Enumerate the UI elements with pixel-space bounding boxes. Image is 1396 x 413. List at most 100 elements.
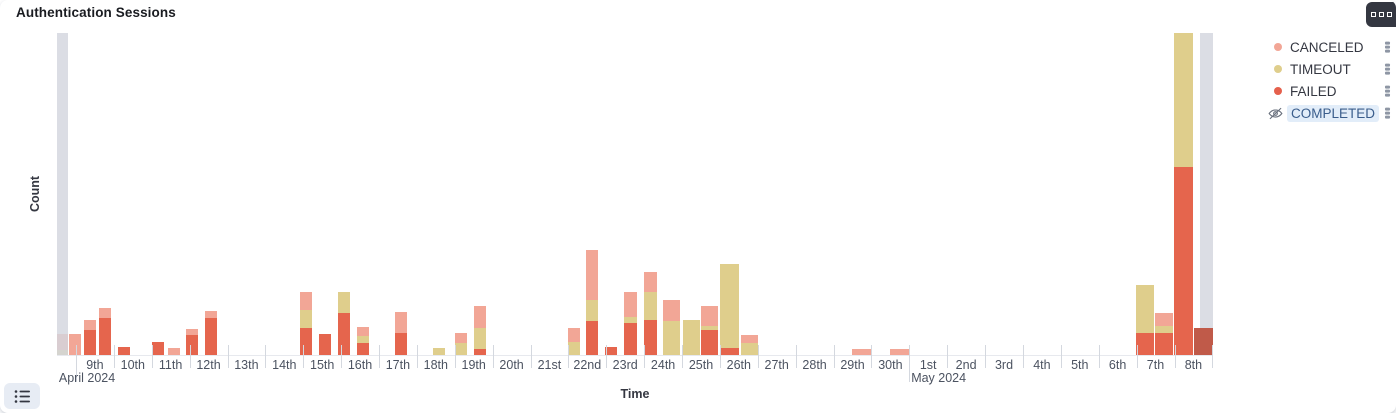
x-tick-label: 5th	[1071, 358, 1089, 372]
bar-segment-failed	[644, 320, 658, 355]
bar-segment-canceled	[357, 327, 369, 336]
stacked-bar[interactable]	[1174, 33, 1194, 355]
stacked-bar[interactable]	[205, 33, 218, 355]
stacked-bar[interactable]	[1155, 33, 1174, 355]
legend-item-timeout[interactable]: TIMEOUT	[1266, 58, 1394, 80]
bar-segment-canceled	[186, 329, 199, 335]
vertical-dots-icon[interactable]	[1383, 106, 1392, 121]
panel-options-button[interactable]	[1366, 2, 1396, 27]
bar-segment-canceled	[205, 311, 218, 318]
legend-item-canceled[interactable]: CANCELED	[1266, 36, 1394, 58]
stacked-bar[interactable]	[568, 33, 580, 355]
bar-segment-timeout	[299, 310, 312, 328]
bar-segment-canceled	[83, 320, 96, 330]
stacked-bar[interactable]	[394, 33, 407, 355]
plot-area[interactable]	[57, 33, 1213, 355]
x-axis-line	[57, 355, 1213, 356]
bar-segment-timeout	[719, 264, 739, 348]
stacked-bar[interactable]	[605, 33, 618, 355]
bar-segment-timeout	[663, 321, 681, 355]
stacked-bar[interactable]	[683, 33, 701, 355]
stacked-bar[interactable]	[719, 33, 739, 355]
stacked-bar[interactable]	[890, 33, 909, 355]
x-tick-label: 23rd	[612, 358, 638, 372]
stacked-bar[interactable]	[99, 33, 111, 355]
legend-label: COMPLETED	[1287, 104, 1380, 122]
x-tick-mark	[530, 345, 532, 368]
x-tick-mark	[757, 345, 759, 368]
stacked-bar[interactable]	[168, 33, 180, 355]
stacked-bar[interactable]	[663, 33, 681, 355]
bar-segment-timeout	[683, 320, 701, 355]
bar-segment-timeout	[338, 292, 351, 313]
stacked-bar[interactable]	[741, 33, 759, 355]
stacked-bar[interactable]	[1135, 33, 1154, 355]
x-tick-label: 2nd	[955, 358, 977, 372]
bar-segment-failed	[1194, 328, 1213, 355]
bar-segment-timeout	[568, 342, 580, 355]
x-tick-label: 3rd	[994, 358, 1014, 372]
legend-item-completed[interactable]: COMPLETED	[1266, 102, 1394, 124]
off-domain-bar	[1199, 33, 1213, 355]
x-tick-label: 28th	[802, 358, 827, 372]
stacked-bar[interactable]	[118, 33, 130, 355]
x-tick-mark	[1022, 345, 1024, 368]
bar-segment-timeout	[455, 343, 468, 355]
bar-segment-failed	[1155, 333, 1174, 355]
stacked-bar[interactable]	[624, 33, 638, 355]
bar-segment-failed	[719, 348, 739, 355]
bar-segment-canceled	[394, 312, 407, 333]
stacked-bar[interactable]	[299, 33, 312, 355]
stacked-bar[interactable]	[338, 33, 351, 355]
legend-label: TIMEOUT	[1290, 61, 1351, 77]
stacked-bar[interactable]	[585, 33, 598, 355]
x-tick-mark	[606, 345, 608, 368]
bar-segment-canceled	[890, 349, 909, 355]
vertical-dots-icon[interactable]	[1383, 40, 1392, 55]
bar-segment-timeout	[585, 300, 598, 321]
stacked-bar[interactable]	[701, 33, 718, 355]
legend: CANCELED TIMEOUT FAILED COMPLETED	[1266, 36, 1394, 124]
legend-color-dot	[1274, 43, 1282, 51]
bar-segment-canceled	[168, 348, 180, 355]
stacked-bar[interactable]	[152, 33, 165, 355]
y-axis-title: Count	[28, 175, 43, 213]
x-tick-label: 29th	[840, 358, 865, 372]
x-tick-label: 8th	[1184, 358, 1203, 372]
legend-item-failed[interactable]: FAILED	[1266, 80, 1394, 102]
bar-segment-failed	[624, 323, 638, 355]
stacked-bar[interactable]	[1194, 33, 1213, 355]
stacked-bar[interactable]	[357, 33, 369, 355]
bar-segment-failed	[701, 330, 718, 355]
stacked-bar[interactable]	[852, 33, 872, 355]
x-month-label: May 2024	[911, 371, 967, 385]
stacked-bar[interactable]	[319, 33, 332, 355]
x-tick-label: 11th	[158, 358, 183, 372]
stacked-bar[interactable]	[474, 33, 487, 355]
x-tick-mark	[568, 345, 570, 368]
vertical-dots-icon[interactable]	[1383, 84, 1392, 99]
stacked-bar[interactable]	[644, 33, 658, 355]
x-tick-mark	[379, 345, 380, 368]
x-tick-label: 1st	[919, 358, 937, 372]
x-tick-mark	[265, 345, 267, 368]
stacked-bar[interactable]	[433, 33, 446, 355]
x-tick-mark	[416, 345, 418, 368]
bar-segment-failed	[394, 333, 407, 355]
x-tick-mark	[113, 345, 115, 368]
stacked-bar[interactable]	[69, 33, 82, 355]
x-tick-mark	[644, 345, 646, 368]
legend-toggle-button[interactable]	[4, 383, 40, 409]
legend-label: CANCELED	[1290, 39, 1364, 55]
x-tick-mark	[1174, 345, 1176, 368]
off-domain-bar	[57, 33, 68, 355]
stacked-bar[interactable]	[455, 33, 468, 355]
x-month-label: April 2024	[58, 371, 116, 385]
stacked-bar[interactable]	[186, 33, 199, 355]
stacked-bar[interactable]	[83, 33, 96, 355]
eye-slash-icon	[1268, 107, 1283, 119]
bar-segment-canceled	[99, 308, 111, 318]
vertical-dots-icon[interactable]	[1383, 62, 1392, 77]
x-axis: 9th 10th 11th 12th 13th 14th 15th 16th 17th 18th 1…	[57, 345, 1214, 401]
x-tick-mark	[871, 345, 873, 368]
